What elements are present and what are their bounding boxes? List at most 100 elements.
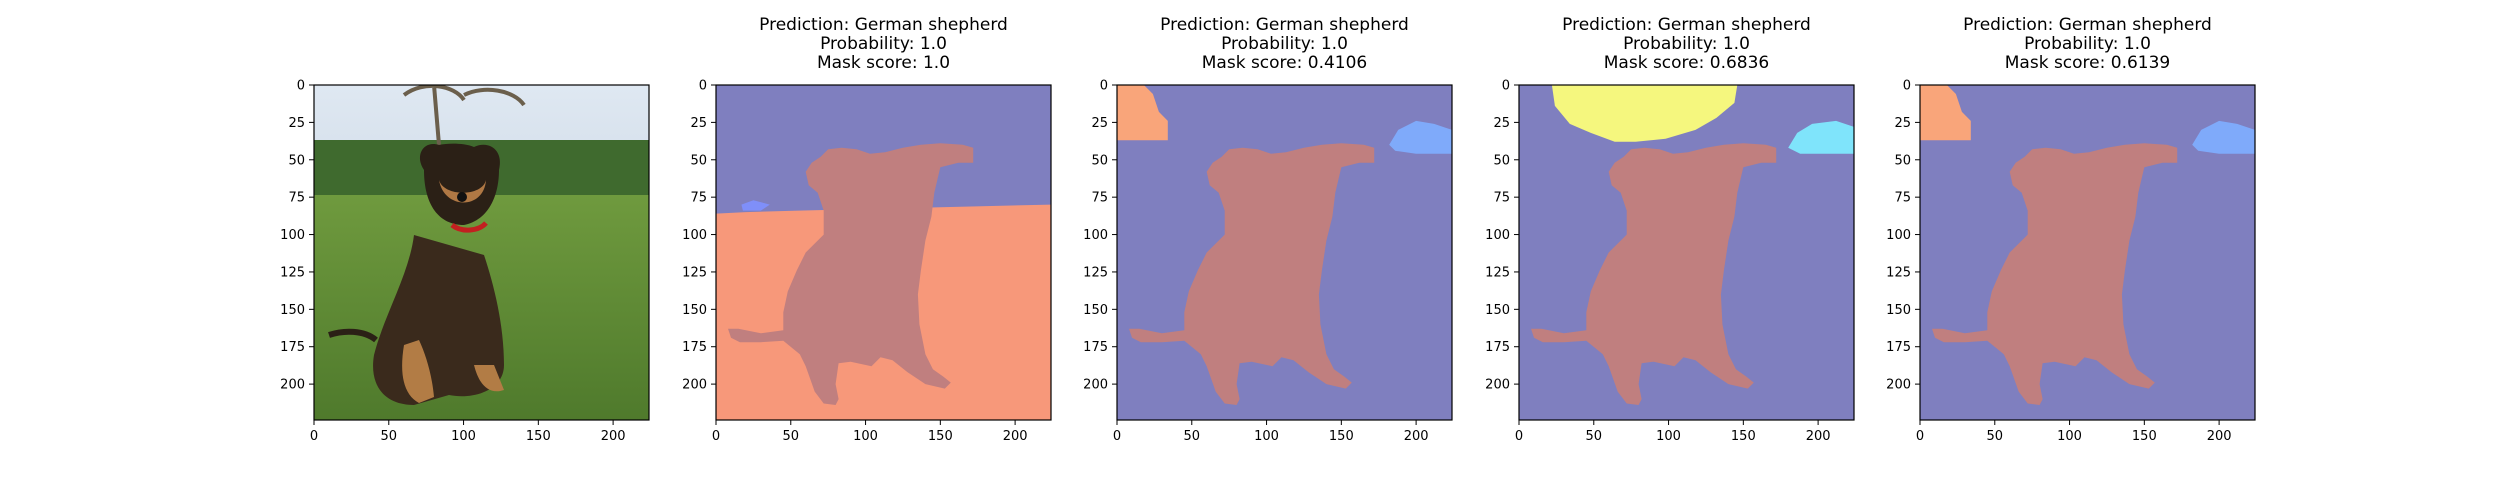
panel-2-frame [715, 84, 1052, 421]
mask-region-orange-corner [1920, 85, 1971, 141]
x-tick-label: 200 [1003, 429, 1028, 444]
x-tick-label: 150 [1329, 429, 1354, 444]
panel-2-title-line-3: Mask score: 1.0 [817, 53, 950, 73]
photo-puppy-head [419, 143, 500, 225]
y-tick-label: 25 [690, 116, 707, 131]
y-tick-label: 150 [280, 303, 305, 318]
x-tick-label: 0 [1916, 429, 1924, 444]
x-tick-label: 200 [601, 429, 626, 444]
panel-4: Prediction: German shepherdProbability: … [1485, 15, 1855, 444]
y-tick-label: 0 [699, 79, 707, 94]
panel-4-image [1519, 85, 1854, 420]
y-tick-label: 75 [1894, 191, 1911, 206]
panel-2-title-line-2: Probability: 1.0 [820, 34, 947, 54]
y-tick-label: 25 [1894, 116, 1911, 131]
panel-2-image [716, 85, 1051, 420]
panel-3-image [1117, 85, 1452, 420]
y-tick-label: 125 [1485, 265, 1510, 280]
x-tick-label: 0 [1113, 429, 1121, 444]
y-tick-label: 0 [1903, 79, 1911, 94]
panel-1: 0 50 100 150 200 0 25 50 75 100 125 150 175 200 [280, 79, 650, 444]
panel-3-title-line-3: Mask score: 0.4106 [1202, 53, 1367, 73]
x-tick-label: 0 [310, 429, 318, 444]
y-tick-label: 0 [1502, 79, 1510, 94]
photo-puppy-tail [328, 328, 378, 343]
y-tick-label: 50 [690, 153, 707, 168]
x-tick-label: 100 [1656, 429, 1681, 444]
y-tick-label: 75 [690, 191, 707, 206]
mask-dog-silhouette [1129, 143, 1375, 406]
x-tick-label: 100 [2057, 429, 2082, 444]
y-tick-label: 50 [1493, 153, 1510, 168]
y-tick-label: 100 [280, 228, 305, 243]
y-tick-label: 125 [1083, 265, 1108, 280]
x-tick-label: 200 [1404, 429, 1429, 444]
y-tick-label: 125 [682, 265, 707, 280]
x-tick-label: 50 [1987, 429, 2004, 444]
y-tick-label: 75 [288, 191, 305, 206]
panel-5-frame [1919, 84, 2256, 421]
y-tick-label: 200 [1485, 378, 1510, 393]
y-tick-label: 100 [1886, 228, 1911, 243]
x-tick-label: 150 [928, 429, 953, 444]
x-tick-label: 50 [1586, 429, 1603, 444]
y-tick-label: 125 [280, 265, 305, 280]
y-tick-label: 125 [1886, 265, 1911, 280]
x-tick-label: 100 [1254, 429, 1279, 444]
y-tick-label: 50 [288, 153, 305, 168]
x-tick-label: 150 [2132, 429, 2157, 444]
x-tick-label: 200 [1806, 429, 1831, 444]
panel-1-frame [313, 84, 650, 421]
mask-region-blue-speck [741, 200, 770, 211]
y-tick-label: 150 [682, 303, 707, 318]
panel-2-title-line-1: Prediction: German shepherd [759, 15, 1008, 35]
y-tick-label: 150 [1485, 303, 1510, 318]
panel-5-title-line-2: Probability: 1.0 [2024, 34, 2151, 54]
y-tick-label: 25 [1091, 116, 1108, 131]
mask-region-cyan-blob [1788, 120, 1854, 154]
y-tick-label: 25 [1493, 116, 1510, 131]
mask-region-yellow-blob [1551, 85, 1738, 142]
panel-4-frame [1518, 84, 1855, 421]
x-tick-label: 200 [2207, 429, 2232, 444]
photo-tree-branches [402, 85, 526, 146]
mask-dog-silhouette [728, 143, 974, 406]
panel-5: Prediction: German shepherdProbability: … [1886, 15, 2256, 444]
y-tick-label: 175 [1485, 340, 1510, 355]
x-tick-label: 100 [853, 429, 878, 444]
y-tick-label: 75 [1091, 191, 1108, 206]
y-tick-label: 175 [280, 340, 305, 355]
x-tick-label: 150 [526, 429, 551, 444]
y-tick-label: 150 [1886, 303, 1911, 318]
photo-puppy-collar [450, 221, 488, 233]
y-tick-label: 50 [1894, 153, 1911, 168]
photo-puppy-legs [402, 340, 504, 403]
y-tick-label: 0 [1100, 79, 1108, 94]
panel-4-title-line-3: Mask score: 0.6836 [1604, 53, 1769, 73]
mask-dog-silhouette [1932, 143, 2178, 406]
panel-2: Prediction: German shepherdProbability: … [682, 15, 1052, 444]
y-tick-label: 75 [1493, 191, 1510, 206]
panel-3-title-line-1: Prediction: German shepherd [1160, 15, 1409, 35]
x-tick-label: 150 [1731, 429, 1756, 444]
x-tick-label: 50 [783, 429, 800, 444]
y-tick-label: 200 [1886, 378, 1911, 393]
y-tick-label: 200 [682, 378, 707, 393]
y-tick-label: 100 [682, 228, 707, 243]
panel-4-title-line-2: Probability: 1.0 [1623, 34, 1750, 54]
panel-1-image [314, 85, 649, 420]
x-tick-label: 100 [451, 429, 476, 444]
x-tick-label: 0 [1515, 429, 1523, 444]
mask-region-blue-blob [2192, 120, 2255, 154]
mask-region-blue-blob [1389, 120, 1452, 154]
panel-5-image [1920, 85, 2255, 420]
x-tick-label: 50 [1184, 429, 1201, 444]
y-tick-label: 0 [297, 79, 305, 94]
y-tick-label: 200 [280, 378, 305, 393]
y-tick-label: 25 [288, 116, 305, 131]
photo-puppy-muzzle [439, 180, 486, 203]
photo-puppy-nose [457, 192, 467, 202]
panel-4-title-line-1: Prediction: German shepherd [1562, 15, 1811, 35]
panel-3-title-line-2: Probability: 1.0 [1221, 34, 1348, 54]
